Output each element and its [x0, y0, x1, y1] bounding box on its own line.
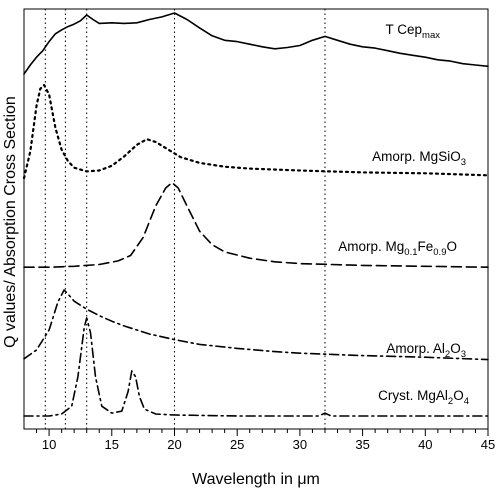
y-axis-title: Q values/ Absorption Cross Section [2, 96, 19, 348]
x-tick-label-40: 40 [418, 437, 432, 452]
series-layer [22, 12, 490, 417]
series-label-2: Amorp. Mg0.1Fe0.9O [338, 239, 457, 258]
x-tick-label-20: 20 [167, 437, 181, 452]
x-tick-label-10: 10 [42, 437, 56, 452]
series-line-0 [23, 12, 489, 75]
x-tick-label-25: 25 [230, 437, 244, 452]
series-label-0: T Cepmax [386, 22, 441, 41]
reference-lines [44, 9, 326, 429]
x-tick-label-45: 45 [481, 437, 495, 452]
series-line-1 [22, 83, 490, 180]
series-line-3 [23, 289, 489, 361]
series-line-4 [23, 317, 489, 417]
series-label-3: Amorp. Al2O3 [386, 341, 466, 360]
x-tick-label-30: 30 [293, 437, 307, 452]
series-labels: T Cepmax Amorp. MgSiO3 Amorp. Mg0.1Fe0.9O A… [338, 22, 469, 407]
plot-frame [23, 8, 489, 430]
x-tick-label-35: 35 [355, 437, 369, 452]
x-tick-label-15: 15 [105, 437, 119, 452]
series-label-1: Amorp. MgSiO3 [372, 149, 466, 168]
series-line-2 [23, 181, 489, 268]
x-axis-title: Wavelength in μm [192, 471, 320, 488]
x-axis-ticks: 10 15 20 25 30 35 40 45 [36, 429, 495, 452]
series-label-4: Cryst. MgAl2O4 [378, 388, 469, 407]
